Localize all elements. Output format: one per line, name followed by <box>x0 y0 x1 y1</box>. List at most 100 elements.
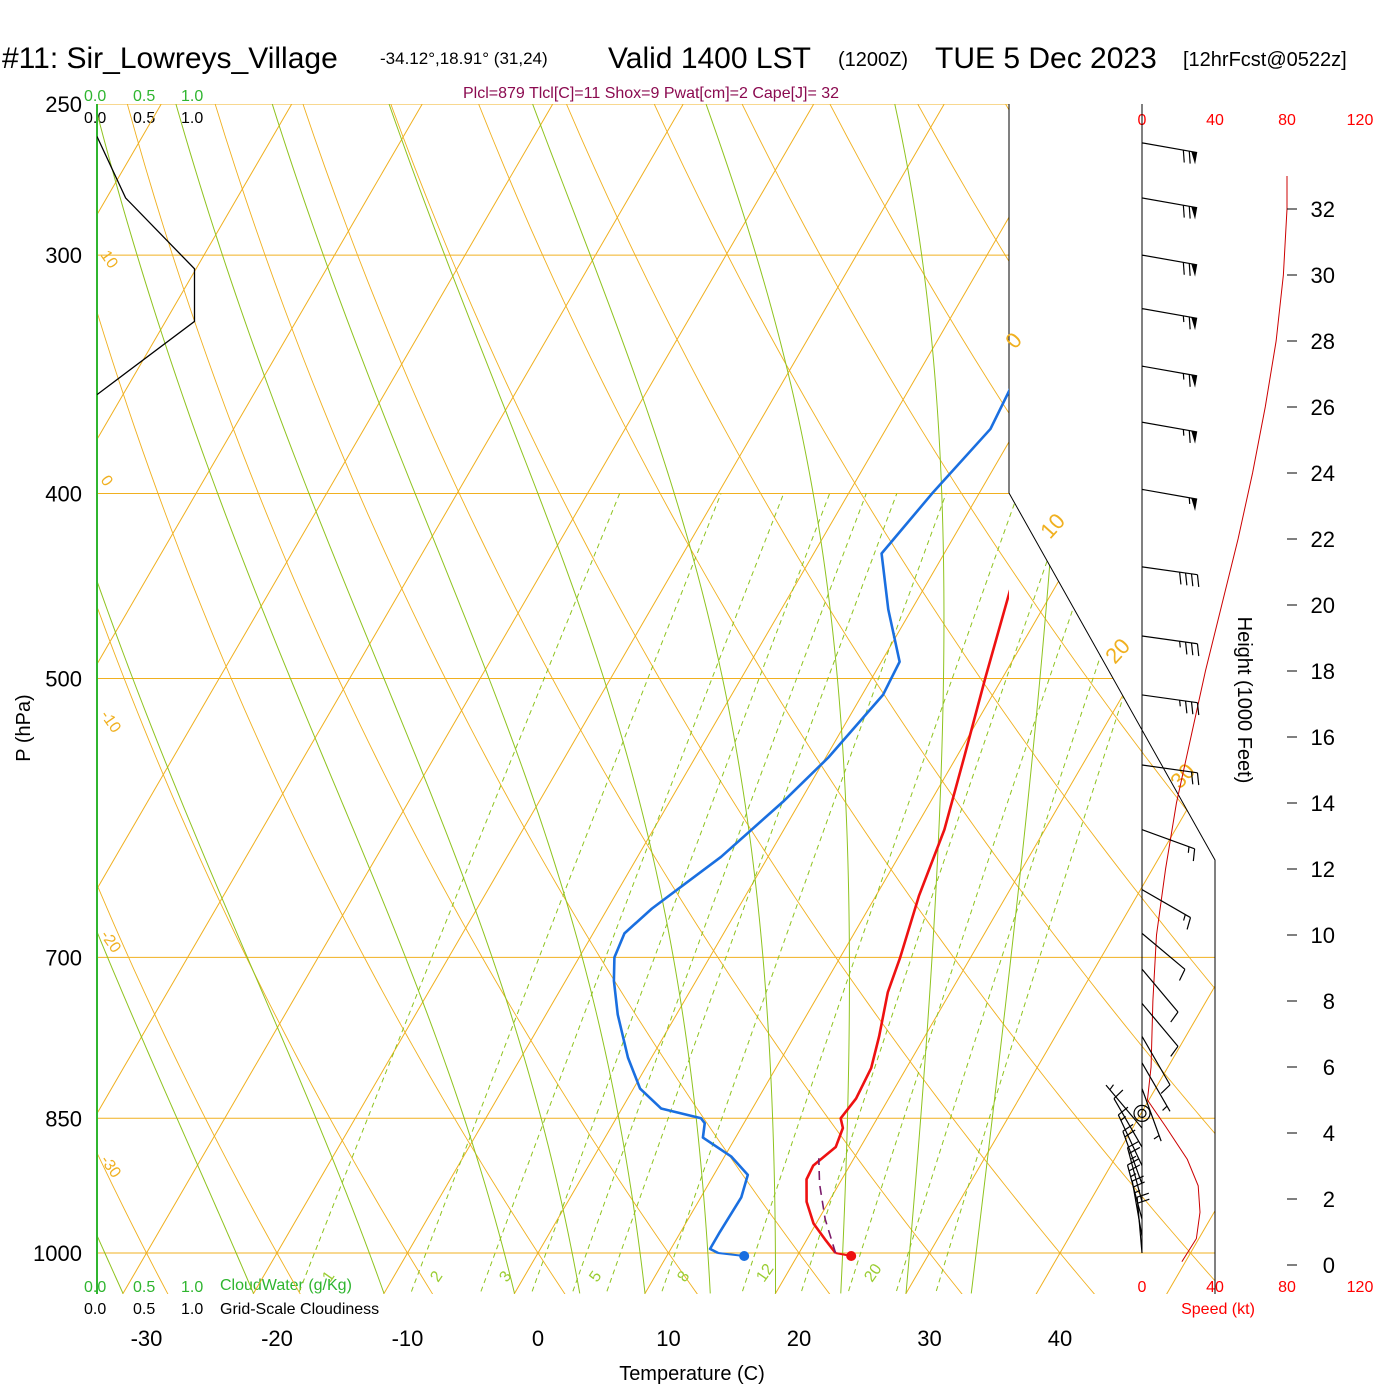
wind-barb-flag <box>1128 1164 1141 1172</box>
mixing-ratio-label: 12 <box>753 1261 777 1285</box>
mixing-ratio-line <box>928 493 1191 1294</box>
mixing-ratio-label: 3 <box>496 1268 515 1285</box>
dry-adiabat <box>97 104 581 1294</box>
wind-barb-staff <box>1141 635 1198 645</box>
moist-adiabat <box>894 104 945 1294</box>
wind-barb-flag <box>1113 1089 1124 1099</box>
mixing-ratio-label: 20 <box>861 1261 885 1285</box>
wind-barb-staff <box>1141 197 1198 209</box>
mixing-ratio-line <box>792 493 1072 1294</box>
wind-barb-staff <box>1141 566 1198 576</box>
moist-adiabat <box>97 104 254 1294</box>
wind-barb-halfflag <box>1162 1105 1168 1111</box>
dry-adiabat <box>0 70 47 1317</box>
wind-barb-flag <box>1127 1158 1139 1166</box>
wind-barb-halfflag <box>1109 1084 1114 1091</box>
x-tick--10: -10 <box>392 1326 424 1351</box>
wind-barb-flag <box>1196 702 1200 716</box>
wind-barb-pennant <box>1191 263 1198 277</box>
x-tick--30: -30 <box>131 1326 163 1351</box>
wind-barb-staff <box>1141 421 1198 433</box>
mixing-ratio-line <box>401 493 722 1294</box>
wind-barb-staff <box>1141 1003 1179 1047</box>
cloudwater-tick-0: 0.0 <box>84 88 106 105</box>
mixing-ratio-label: 8 <box>674 1268 693 1285</box>
wind-barb-staff <box>1141 308 1198 319</box>
thermo-grid <box>0 70 1215 1317</box>
x-tick--20: -20 <box>261 1326 293 1351</box>
wind-barb-flag <box>1182 262 1185 275</box>
cloudwater-tick-bottom-1: 0.5 <box>133 1279 155 1296</box>
wind-barb-flag <box>1190 642 1194 656</box>
dry-adiabat <box>378 104 1115 1294</box>
wind-barb-halfflag <box>1179 700 1181 707</box>
wind-barb-flag <box>1188 374 1191 387</box>
speed-axis-top: 0 40 80 120 <box>1138 112 1374 129</box>
wind-barb-flag <box>1128 1146 1141 1154</box>
cloudwater-label: CloudWater (g/Kg) <box>220 1277 352 1294</box>
wind-barb-staff <box>1141 365 1198 377</box>
wind-barb-flag <box>1170 1045 1179 1057</box>
wind-barb-staff <box>1141 968 1179 1013</box>
isotherm-0 <box>500 104 1215 1294</box>
wind-barb-flag <box>1190 573 1194 587</box>
moist-adiabat <box>532 104 777 1294</box>
wind-barb-flag <box>1184 642 1188 655</box>
moist-adiabat <box>271 104 646 1294</box>
height-tick-14: 14 <box>1311 791 1335 816</box>
wind-barb-staff <box>1113 1098 1143 1148</box>
wind-barb-flag <box>1190 701 1194 715</box>
cloudiness-tick-bottom-2: 1.0 <box>181 1301 203 1318</box>
height-tick-26: 26 <box>1311 395 1335 420</box>
wind-barb-flag <box>1190 771 1194 785</box>
dewpoint-line <box>612 388 1009 1255</box>
pressure-tick-500: 500 <box>45 667 82 692</box>
isotherm--90 <box>0 70 50 1317</box>
moist-adiabat <box>705 104 850 1294</box>
dry-adiabat <box>551 104 1215 1294</box>
temperature-line <box>805 589 1009 1254</box>
isotherm-label: -20 <box>97 928 124 957</box>
height-tick-18: 18 <box>1311 659 1335 684</box>
speed-tick-top-1: 40 <box>1206 112 1224 129</box>
wind-barb-pennant <box>1191 151 1198 165</box>
wind-barb-flag <box>1184 700 1188 714</box>
x-tick-0: 0 <box>532 1326 544 1351</box>
mixing-ratio-line <box>563 493 867 1294</box>
x-tick-10: 10 <box>656 1326 680 1351</box>
wind-barb-flag <box>1132 1175 1144 1182</box>
cloudwater-tick-bottom-2: 1.0 <box>181 1279 203 1296</box>
wind-barb-staff <box>1141 889 1191 919</box>
isotherm-label: -30 <box>97 1153 124 1182</box>
plot-frame <box>96 104 1216 1294</box>
x-tick-40: 40 <box>1048 1326 1072 1351</box>
isotherm-30 <box>892 104 1215 1294</box>
wind-barb-staff <box>1131 1181 1143 1237</box>
zulu-time: (1200Z) <box>838 49 908 71</box>
moist-adiabat <box>97 104 385 1294</box>
wind-barb-halfflag <box>1183 914 1186 921</box>
speed-tick-top-3: 120 <box>1347 112 1374 129</box>
height-tick-20: 20 <box>1311 593 1335 618</box>
wind-barb-halfflag <box>1130 1173 1137 1178</box>
height-tick-6: 6 <box>1323 1055 1335 1080</box>
forecast-run: [12hrFcst@0522z] <box>1183 49 1347 71</box>
wind-profile <box>717 142 1288 1262</box>
surface-temperature-link <box>835 1252 852 1257</box>
mixing-ratio-line <box>839 493 1113 1294</box>
height-tick-2: 2 <box>1323 1187 1335 1212</box>
wind-barb-flag <box>1188 316 1191 330</box>
isotherm-20 <box>761 104 1215 1294</box>
moist-adiabat <box>97 104 516 1294</box>
mixing-ratio-line <box>733 493 1019 1294</box>
dry-adiabat <box>291 104 981 1294</box>
speed-tick-bottom-0: 0 <box>1138 1279 1147 1296</box>
cloudiness-tick-bottom-0: 0.0 <box>84 1301 106 1318</box>
wind-barb-staff <box>1105 1084 1143 1129</box>
wind-barb-halfflag <box>1179 641 1181 648</box>
pressure-tick-300: 300 <box>45 243 82 268</box>
wind-barb-flag <box>1192 848 1196 862</box>
speed-tick-bottom-3: 120 <box>1347 1279 1374 1296</box>
